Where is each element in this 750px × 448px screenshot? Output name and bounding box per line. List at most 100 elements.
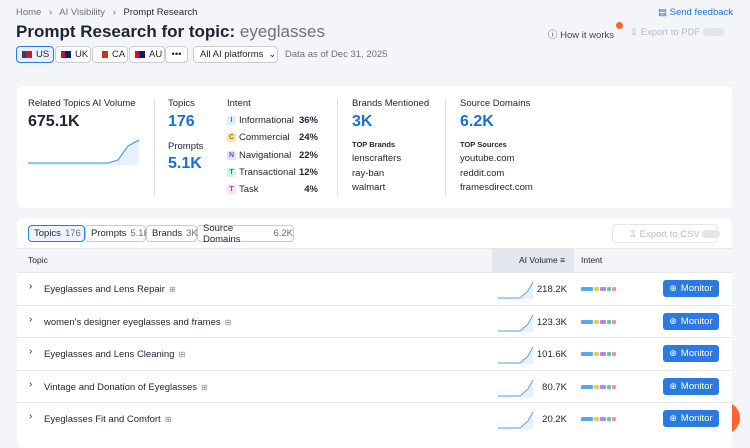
brands-top-label: TOP Brands <box>352 140 396 149</box>
monitor-icon: ⊕ <box>669 348 677 358</box>
expand-chevron[interactable]: › <box>29 411 33 422</box>
export-csv: ⇫ Export to CSV <box>612 224 721 243</box>
monitor-button[interactable]: ⊕ Monitor <box>663 345 719 362</box>
tab[interactable]: Topics 176 <box>28 225 85 242</box>
flag-icon <box>61 51 71 58</box>
topic-name[interactable]: Eyeglasses Fit and Comfort ⊞ <box>44 414 172 425</box>
how-it-works[interactable]: ⓘ How it works <box>548 30 614 41</box>
intent-segment <box>607 287 611 291</box>
country-code: CA <box>112 49 126 60</box>
country-code: US <box>36 49 50 60</box>
monitor-text: Monitor <box>680 283 713 294</box>
column-header: Topic <box>28 255 48 265</box>
breadcrumb-current: Prompt Research <box>123 7 198 18</box>
table-header <box>17 248 732 272</box>
intent-segment <box>600 287 606 291</box>
divider <box>445 98 446 196</box>
title-text: Prompt Research for topic: <box>16 22 236 41</box>
tab-name: Source Domains <box>203 222 241 245</box>
expand-chevron[interactable]: › <box>29 378 33 390</box>
breadcrumb-link[interactable]: Home <box>16 7 42 18</box>
tab[interactable]: Source Domains 6.2K <box>197 222 294 245</box>
column-header: AI Volume <box>519 255 558 265</box>
breadcrumb: Home › AI Visibility › Prompt Research <box>16 7 198 18</box>
row-sparkline <box>498 314 534 332</box>
divider <box>154 98 155 196</box>
domains-top-label: TOP Sources <box>460 140 507 149</box>
intent-segment <box>600 352 606 356</box>
topics-value[interactable]: 176 <box>168 113 195 130</box>
volume-label: Related Topics AI Volume <box>28 98 136 109</box>
divider <box>337 98 338 196</box>
topic-name[interactable]: Eyeglasses and Lens Repair ⊞ <box>44 284 176 295</box>
related-icon: ⊞ <box>224 317 232 327</box>
sorted-column-bg <box>492 248 574 272</box>
intent-segment <box>581 417 593 421</box>
intent-pct: 12% <box>298 166 318 178</box>
column-header-sort[interactable]: AI Volume ≡ <box>519 255 566 265</box>
page: Prompt Research {"breadcrumb": ["Home", … <box>16 7 740 448</box>
monitor-button[interactable]: ⊕ Monitor <box>663 312 719 330</box>
country-button[interactable]: AU <box>129 46 165 63</box>
brands-top-item: walmart <box>352 182 386 193</box>
how-it-works-text: How it works <box>560 30 614 41</box>
tab[interactable]: Prompts 5.1K <box>85 225 150 242</box>
ai-volume: 20.2K <box>542 414 567 425</box>
country-button[interactable]: UK <box>55 46 91 63</box>
monitor-text: Monitor <box>680 413 713 424</box>
intent-segment <box>581 287 593 291</box>
intent-segment <box>612 287 616 291</box>
prompts-label: Prompts <box>168 141 204 152</box>
brands-top-item: ray-ban <box>352 167 385 179</box>
intent-name: Navigational <box>239 149 292 161</box>
domains-top-item: youtube.com <box>460 153 515 164</box>
related-icon: ⊞ <box>164 415 172 424</box>
intent-badge: N <box>227 150 236 160</box>
platform-text: All AI platforms <box>200 49 264 60</box>
breadcrumb-link[interactable]: AI Visibility <box>59 7 106 18</box>
send-feedback[interactable]: ▤ Send feedback <box>658 7 734 18</box>
export-pdf: ⇫ Export to PDF <box>630 27 725 38</box>
volume-sparkline <box>28 139 140 165</box>
expand-chevron[interactable]: › <box>29 346 33 357</box>
intent-segment <box>594 417 599 421</box>
monitor-text: Monitor <box>680 380 713 392</box>
topic-name[interactable]: Vintage and Donation of Eyeglasses ⊞ <box>44 381 208 393</box>
topic-name[interactable]: women's designer eyeglasses and frames ⊞ <box>44 316 232 328</box>
brands-label: Brands Mentioned <box>352 98 430 109</box>
domains-value[interactable]: 6.2K <box>460 113 494 130</box>
expand-chevron[interactable]: › <box>29 281 33 292</box>
tab-name: Prompts <box>91 228 127 239</box>
export-pdf-text: Export to PDF <box>640 27 701 38</box>
monitor-button[interactable]: ⊕ Monitor <box>663 280 719 297</box>
platform-dropdown[interactable]: All AI platforms ⌄ <box>193 46 278 63</box>
intent-segment <box>607 352 611 356</box>
brands-value[interactable]: 3K <box>352 113 373 130</box>
prompts-value[interactable]: 5.1K <box>168 155 202 172</box>
topic-name[interactable]: Eyeglasses and Lens Cleaning ⊞ <box>44 349 186 360</box>
intent-pct: 24% <box>298 132 318 144</box>
more-countries[interactable]: ••• <box>165 46 188 63</box>
expand-chevron[interactable]: › <box>29 313 33 325</box>
monitor-icon: ⊕ <box>669 315 677 326</box>
country-button[interactable]: CA <box>92 46 128 63</box>
monitor-icon: ⊕ <box>669 283 677 293</box>
monitor-button[interactable]: ⊕ Monitor <box>663 377 719 395</box>
table-row: › Vintage and Donation of Eyeglasses ⊞ 80.7… <box>17 369 732 402</box>
intent-badge: T <box>227 167 236 177</box>
intent-segment <box>581 352 593 356</box>
country-button[interactable]: US <box>16 46 54 63</box>
intent-name: Task <box>239 184 259 196</box>
related-icon: ⊞ <box>201 382 208 392</box>
intent-segment <box>607 319 611 324</box>
intent-segment <box>600 417 606 421</box>
intent-bar <box>581 417 616 421</box>
row-sparkline <box>498 281 534 299</box>
table-row: › Eyeglasses and Lens Cleaning ⊞ 101.6K ⊕ Mon… <box>17 337 732 369</box>
data-date: Data as of Dec 31, 2025 <box>285 49 388 60</box>
send-feedback-text: Send feedback <box>669 7 734 18</box>
title-topic: eyeglasses <box>239 22 325 41</box>
tab[interactable]: Brands 3K <box>146 225 198 242</box>
monitor-button[interactable]: ⊕ Monitor <box>663 410 719 427</box>
intent-segment <box>600 384 606 389</box>
